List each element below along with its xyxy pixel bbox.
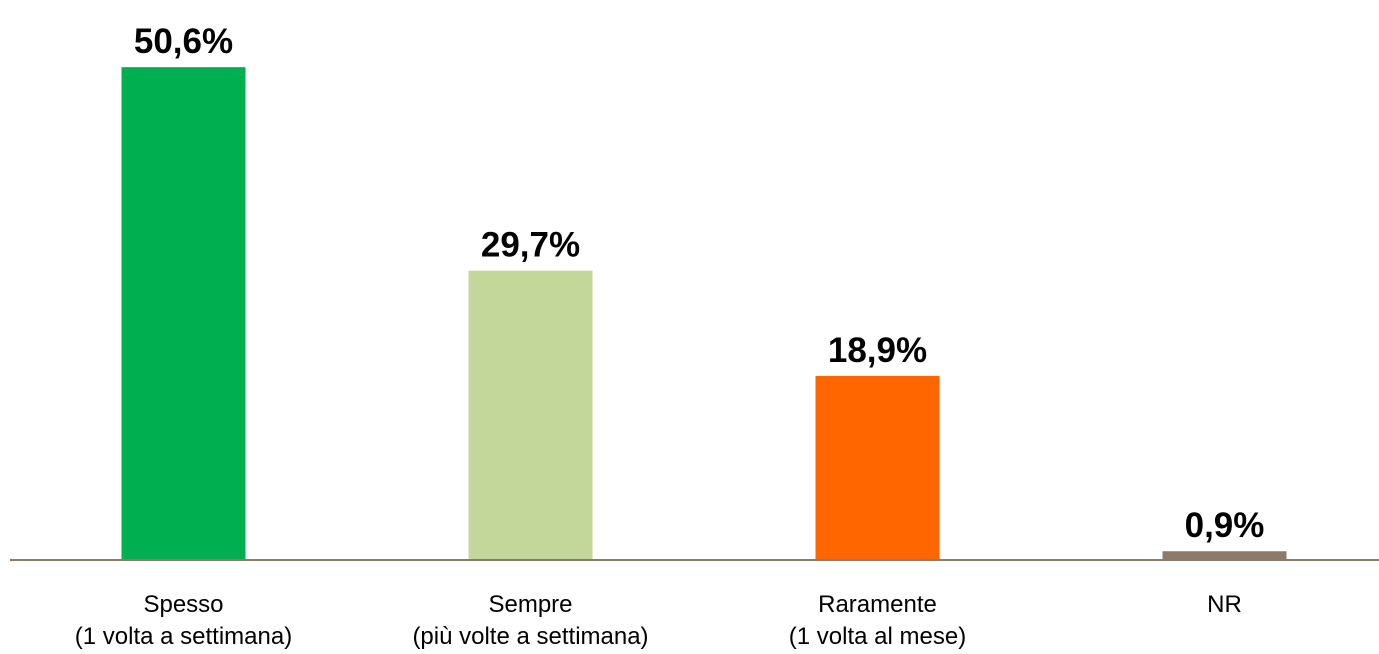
x-tick-label: NR: [1207, 591, 1242, 618]
data-label: 50,6%: [134, 22, 233, 61]
data-label: 0,9%: [1185, 506, 1265, 545]
bar: [468, 270, 593, 560]
x-tick-label: (più volte a settimana): [412, 623, 648, 650]
bar: [1162, 551, 1287, 560]
x-tick-label: Raramente: [818, 591, 937, 618]
bar: [121, 67, 246, 560]
x-tick-label: (1 volta al mese): [789, 623, 966, 650]
bar: [815, 375, 940, 560]
data-label: 18,9%: [828, 331, 927, 370]
x-tick-label: (1 volta a settimana): [75, 623, 292, 650]
x-tick-label: Sempre: [488, 591, 572, 618]
data-label: 29,7%: [481, 226, 580, 265]
x-tick-label: Spesso: [143, 591, 223, 618]
